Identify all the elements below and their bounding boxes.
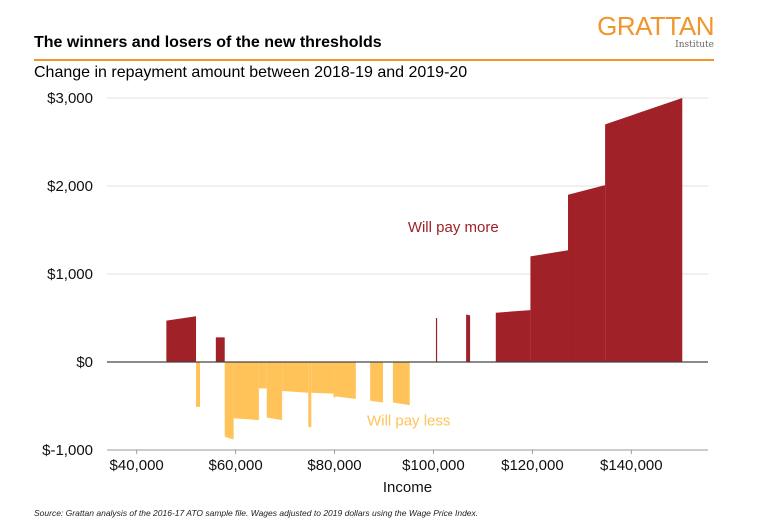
x-tick-label: $80,000 [307, 457, 361, 474]
y-tick-label: $2,000 [47, 178, 93, 195]
chart-subtitle: Change in repayment amount between 2018-… [34, 64, 468, 81]
y-tick-label: $0 [76, 354, 93, 371]
pay-less-area [370, 362, 384, 403]
pay-less-area [258, 362, 267, 389]
pay-more-area [495, 310, 531, 362]
pay-more-area [530, 250, 569, 362]
header-rule [34, 59, 714, 61]
pay-less-area [282, 362, 309, 393]
pay-less-area [196, 362, 200, 407]
pay-more-area [435, 318, 438, 362]
pay-less-area [266, 362, 283, 421]
x-tick-label: $140,000 [600, 457, 663, 474]
will-pay-less-label: Will pay less [367, 412, 450, 429]
pay-less-area [311, 362, 334, 394]
pay-less-area [392, 362, 410, 406]
y-tick-label: $3,000 [47, 90, 93, 107]
pay-more-area [605, 98, 683, 362]
x-axis-title: Income [383, 479, 432, 496]
x-tick-label: $120,000 [501, 457, 564, 474]
y-tick-label: $-1,000 [42, 442, 93, 459]
logo-subtitle: Institute [675, 40, 714, 50]
x-tick-label: $100,000 [402, 457, 465, 474]
chart-title: The winners and losers of the new thresh… [34, 34, 382, 51]
pay-less-area [335, 362, 356, 399]
pay-less-area [224, 362, 234, 440]
pay-less-area [233, 362, 259, 421]
pay-more-area [215, 337, 225, 362]
x-tick-label: $60,000 [208, 457, 262, 474]
pay-more-area [466, 314, 471, 362]
pay-more-area [568, 185, 606, 362]
axes: $3,000 $2,000 $1,000 $0 $-1,000 $40,000 $60,00… [42, 90, 708, 496]
pay-less-area [308, 362, 312, 428]
x-tick-label: $40,000 [110, 457, 164, 474]
grattan-logo: GRATTAN Institute [594, 13, 714, 51]
pay-more-area [166, 316, 197, 362]
source-note: Source: Grattan analysis of the 2016-17 … [34, 508, 479, 518]
data-areas [166, 98, 683, 440]
y-tick-label: $1,000 [47, 266, 93, 283]
annotations: Will pay more Will pay less [367, 219, 499, 430]
pay-less-area [333, 362, 336, 398]
will-pay-more-label: Will pay more [408, 219, 499, 236]
logo-wordmark: GRATTAN [597, 11, 714, 41]
